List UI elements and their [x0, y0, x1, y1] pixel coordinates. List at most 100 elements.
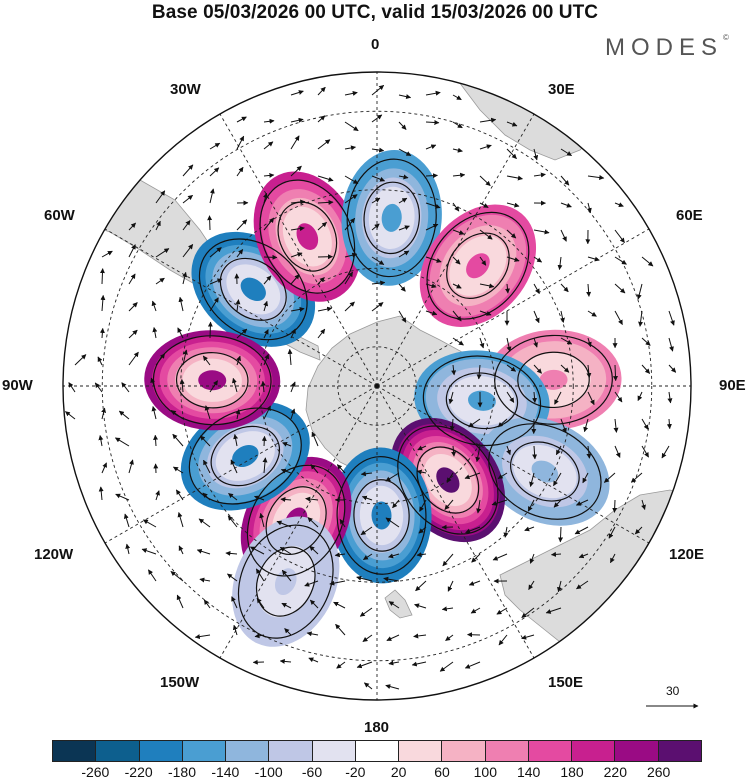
- colorbar-segment: [399, 741, 443, 761]
- colorbar-tick-label: 100: [473, 764, 498, 780]
- wind-arrow: [172, 433, 184, 447]
- wind-arrow: [383, 576, 400, 582]
- wind-arrow: [153, 434, 159, 447]
- wind-arrow: [309, 599, 319, 609]
- wind-arrow: [398, 94, 412, 100]
- wind-arrow: [425, 310, 438, 316]
- anomaly-core: [539, 369, 568, 390]
- wind-arrow: [317, 306, 333, 312]
- wind-arrow: [398, 310, 407, 323]
- longitude-label-60e: 60E: [676, 207, 703, 224]
- brand-name: MODES: [605, 34, 724, 61]
- wind-arrow: [574, 526, 589, 535]
- wind-arrow: [344, 301, 355, 312]
- wind-arrow: [576, 580, 589, 590]
- wind-arrow: [630, 472, 643, 483]
- wind-arrow: [290, 274, 300, 285]
- wind-arrow: [344, 175, 359, 185]
- wind-arrow: [177, 512, 184, 528]
- wind-arrow: [235, 299, 241, 312]
- longitude-label-150e: 150E: [548, 674, 584, 691]
- wind-arrow: [182, 194, 193, 204]
- wind-arrow: [311, 431, 319, 447]
- wind-arrow: [114, 437, 130, 447]
- wind-arrow: [344, 271, 354, 285]
- wind-arrow: [506, 121, 518, 127]
- anomaly-circulation: [152, 158, 613, 639]
- colorbar-segment: [139, 741, 183, 761]
- wind-arrow: [557, 256, 563, 271]
- wind-arrow: [560, 175, 570, 186]
- wind-arrow: [151, 406, 157, 420]
- meridian-line: [376, 228, 650, 387]
- wind-arrow: [506, 364, 517, 372]
- wind-arrow: [290, 90, 304, 96]
- wind-arrow: [199, 577, 211, 583]
- wind-arrow: [506, 337, 512, 352]
- wind-arrow: [398, 148, 412, 157]
- wind-arrow: [290, 408, 296, 420]
- longitude-label-150w: 150W: [160, 674, 200, 691]
- wind-arrow: [533, 256, 543, 263]
- wind-arrow: [451, 445, 457, 457]
- wind-arrow: [506, 391, 515, 403]
- wind-arrow: [448, 391, 454, 405]
- wind-arrow: [415, 580, 427, 592]
- wind-arrow: [533, 172, 546, 178]
- wind-arrow: [503, 526, 509, 538]
- wind-arrow: [236, 219, 248, 231]
- wind-arrow: [155, 220, 161, 231]
- anomaly-core: [198, 370, 227, 391]
- wind-arrow: [452, 256, 461, 265]
- anomaly-core: [468, 390, 496, 411]
- wind-arrow: [317, 199, 334, 205]
- wind-arrow: [209, 247, 222, 258]
- wind-arrow: [317, 139, 331, 150]
- wind-arrow: [263, 275, 272, 285]
- wind-arrow: [263, 405, 271, 420]
- wind-arrow: [182, 164, 194, 177]
- colorbar-tick-label: 140: [516, 764, 541, 780]
- wind-arrow: [560, 283, 569, 293]
- wind-arrow: [290, 226, 305, 232]
- wind-arrow: [155, 490, 160, 501]
- wind-arrow: [261, 435, 267, 447]
- wind-arrow: [317, 86, 326, 96]
- wind-arrow: [309, 545, 319, 555]
- wind-arrow: [263, 118, 275, 124]
- wind-arrow: [305, 496, 319, 502]
- wind-arrow: [560, 148, 572, 157]
- anomaly-core: [232, 445, 259, 468]
- wind-arrow: [447, 580, 454, 592]
- wind-arrow: [465, 526, 481, 534]
- wind-arrow: [99, 327, 105, 339]
- wind-arrow: [101, 250, 113, 258]
- wind-arrow: [445, 634, 454, 642]
- wind-arrow: [182, 271, 188, 285]
- wind-arrow: [196, 548, 211, 555]
- wind-arrow: [371, 84, 385, 96]
- wind-arrow: [236, 116, 247, 123]
- circulation-loop: [494, 334, 613, 425]
- wind-arrow: [614, 445, 621, 458]
- wind-arrow: [582, 472, 589, 484]
- wind-arrow: [524, 526, 535, 532]
- wind-arrow: [533, 229, 550, 235]
- longitude-label-0: 0: [371, 36, 380, 53]
- wind-arrow: [290, 381, 296, 393]
- wind-arrow: [560, 310, 565, 323]
- wind-arrow: [612, 364, 618, 382]
- wind-arrow: [284, 628, 292, 636]
- longitude-label-30e: 30E: [548, 81, 575, 98]
- wind-arrow: [558, 526, 564, 543]
- wind-arrow: [506, 148, 517, 159]
- wind-arrow: [363, 553, 373, 561]
- wind-arrow: [155, 248, 170, 258]
- wind-arrow: [533, 364, 542, 374]
- wind-arrow: [641, 499, 646, 510]
- wind-arrow: [260, 380, 266, 393]
- wind-arrow: [344, 121, 359, 132]
- wind-arrow: [155, 190, 166, 204]
- wind-arrow: [279, 658, 292, 664]
- circulation-loop: [346, 158, 437, 278]
